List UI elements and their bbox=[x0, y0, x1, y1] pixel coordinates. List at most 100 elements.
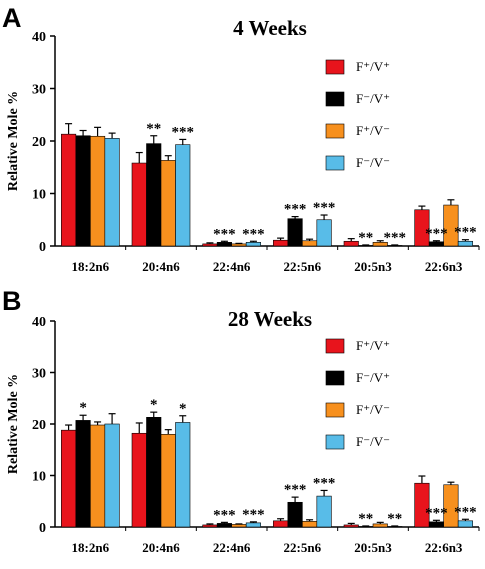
bar bbox=[245, 522, 261, 528]
significance-mark: ** bbox=[146, 121, 161, 137]
bar bbox=[287, 218, 303, 247]
significance-mark: ** bbox=[387, 511, 402, 527]
bar bbox=[90, 424, 106, 528]
legend-label: F⁺/V⁺ bbox=[356, 338, 390, 353]
legend-label: F⁻/V⁻ bbox=[356, 434, 390, 449]
panel-letter: A bbox=[2, 3, 22, 33]
category-label: 20:5n3 bbox=[354, 259, 392, 274]
significance-mark: *** bbox=[313, 475, 336, 491]
significance-mark: *** bbox=[242, 226, 265, 242]
significance-mark: *** bbox=[454, 504, 477, 520]
significance-mark: *** bbox=[242, 507, 265, 523]
category-label: 20:4n6 bbox=[142, 259, 180, 274]
bar bbox=[316, 219, 332, 247]
bar bbox=[457, 520, 473, 528]
significance-mark: *** bbox=[425, 226, 448, 242]
bar bbox=[302, 240, 318, 247]
category-label: 22:4n6 bbox=[213, 259, 251, 274]
y-tick-label: 20 bbox=[32, 418, 46, 433]
significance-mark: *** bbox=[454, 225, 477, 241]
bar bbox=[175, 422, 191, 528]
panel-a: A 4 Weeks Relative Mole % 0 10 20 30 40 18:2n6 20… bbox=[2, 3, 480, 274]
significance-mark: *** bbox=[313, 200, 336, 216]
chart-title: 4 Weeks bbox=[233, 16, 307, 40]
significance-mark: ** bbox=[358, 230, 373, 246]
bar bbox=[273, 239, 289, 247]
bar bbox=[160, 433, 176, 528]
category-label: 18:2n6 bbox=[72, 259, 110, 274]
bar bbox=[75, 420, 91, 528]
bar bbox=[61, 429, 77, 528]
category-label: 22:6n3 bbox=[425, 259, 463, 274]
bar bbox=[131, 432, 147, 528]
bar bbox=[146, 417, 162, 528]
y-axis-label: Relative Mole % bbox=[6, 91, 21, 191]
bar bbox=[175, 144, 191, 247]
legend-label: F⁺/V⁺ bbox=[356, 59, 390, 74]
category-label: 22:6n3 bbox=[425, 540, 463, 555]
y-tick-label: 20 bbox=[32, 135, 46, 150]
significance-mark: * bbox=[179, 401, 187, 417]
legend-label: F⁺/V⁻ bbox=[356, 402, 390, 417]
bar bbox=[104, 138, 120, 247]
y-axis-label: Relative Mole % bbox=[6, 374, 21, 474]
y-tick-label: 10 bbox=[32, 470, 46, 485]
y-tick-label: 10 bbox=[32, 188, 46, 203]
legend-swatch bbox=[325, 370, 345, 386]
legend-swatch bbox=[325, 123, 345, 139]
legend-swatch bbox=[325, 91, 345, 107]
panel-b: B 28 Weeks Relative Mole % 0 10 20 30 40 18:2n6 2… bbox=[2, 286, 480, 555]
legend-swatch bbox=[325, 338, 345, 354]
category-label: 20:4n6 bbox=[142, 540, 180, 555]
panel-letter: B bbox=[2, 286, 22, 316]
bar bbox=[428, 521, 444, 528]
significance-mark: *** bbox=[384, 230, 407, 246]
bar bbox=[131, 162, 147, 247]
legend-swatch bbox=[325, 402, 345, 418]
bar bbox=[216, 523, 232, 528]
chart-title: 28 Weeks bbox=[228, 307, 312, 331]
bar bbox=[75, 135, 91, 247]
legend-swatch bbox=[325, 434, 345, 450]
bar bbox=[245, 242, 261, 247]
bar bbox=[316, 495, 332, 528]
category-label: 20:5n3 bbox=[354, 540, 392, 555]
legend-swatch bbox=[325, 155, 345, 171]
legend-swatch bbox=[325, 59, 345, 75]
significance-mark: ** bbox=[358, 511, 373, 527]
bar bbox=[343, 524, 359, 528]
significance-mark: *** bbox=[213, 507, 236, 523]
legend-label: F⁻/V⁻ bbox=[356, 155, 390, 170]
bar bbox=[372, 523, 388, 528]
bar bbox=[202, 524, 218, 528]
y-tick-label: 40 bbox=[32, 315, 46, 330]
significance-mark: * bbox=[79, 400, 87, 416]
significance-mark: *** bbox=[213, 226, 236, 242]
bar bbox=[104, 423, 120, 528]
category-label: 22:4n6 bbox=[213, 540, 251, 555]
bar bbox=[61, 133, 77, 247]
significance-mark: *** bbox=[284, 202, 307, 218]
category-label: 22:5n6 bbox=[284, 259, 322, 274]
y-tick-label: 30 bbox=[32, 367, 46, 382]
bar bbox=[302, 521, 318, 528]
bar bbox=[231, 243, 247, 247]
category-label: 22:5n6 bbox=[284, 540, 322, 555]
bar bbox=[273, 520, 289, 528]
bar bbox=[90, 135, 106, 247]
significance-mark: *** bbox=[172, 124, 195, 140]
legend-label: F⁻/V⁺ bbox=[356, 370, 390, 385]
significance-mark: *** bbox=[284, 482, 307, 498]
bar bbox=[202, 243, 218, 247]
bar bbox=[457, 240, 473, 247]
bar bbox=[231, 524, 247, 528]
y-tick-label: 0 bbox=[39, 240, 46, 255]
y-tick-label: 40 bbox=[32, 30, 46, 45]
bar bbox=[343, 240, 359, 247]
significance-mark: * bbox=[150, 397, 158, 413]
bar bbox=[216, 242, 232, 247]
category-label: 18:2n6 bbox=[72, 540, 110, 555]
legend-label: F⁻/V⁺ bbox=[356, 91, 390, 106]
bar bbox=[428, 241, 444, 247]
